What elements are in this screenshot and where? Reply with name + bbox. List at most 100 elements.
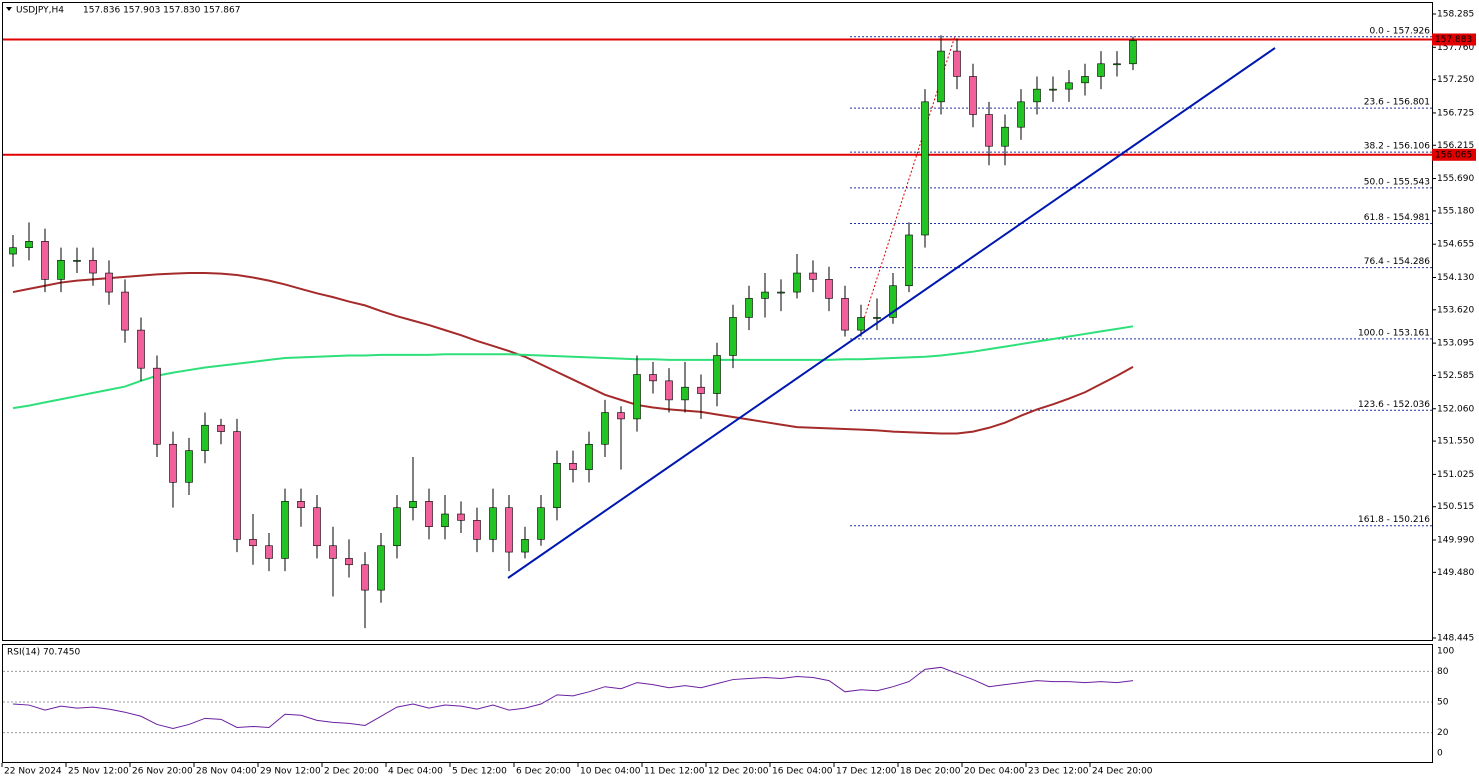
candle — [297, 488, 305, 527]
candle — [841, 285, 849, 337]
candle — [1097, 51, 1105, 90]
candle-body — [873, 317, 881, 319]
candle — [889, 273, 897, 324]
candle-body — [105, 272, 113, 293]
x-tick-label: 22 Nov 2024 — [4, 767, 62, 777]
y-tick-label: 155.690 — [1437, 174, 1474, 184]
candle — [1017, 89, 1025, 140]
candle-body — [1113, 63, 1121, 66]
candle-body — [521, 539, 529, 553]
y-tick-label: 154.655 — [1437, 240, 1474, 250]
candle — [681, 361, 689, 413]
candle — [937, 35, 945, 115]
x-tick-label: 11 Dec 12:00 — [644, 767, 705, 777]
price-level-box — [1432, 148, 1476, 161]
candle — [857, 304, 865, 337]
candle — [713, 342, 721, 407]
candle-body — [601, 412, 609, 445]
candle-body — [713, 355, 721, 394]
candle — [633, 355, 641, 432]
candle-body — [137, 329, 145, 369]
candle-body — [457, 513, 465, 521]
candle-body — [121, 291, 129, 331]
candle-body — [505, 507, 513, 553]
candle — [121, 279, 129, 343]
candle — [201, 412, 209, 464]
x-tick-label: 10 Dec 04:00 — [580, 767, 641, 777]
price-level-box — [1432, 33, 1476, 46]
y-tick-label: 156.215 — [1437, 141, 1474, 151]
candle-body — [265, 545, 273, 559]
fib-label: 76.4 - 154.286 — [1364, 257, 1430, 267]
y-tick-label: 151.025 — [1437, 470, 1474, 480]
x-tick-label: 28 Nov 04:00 — [196, 767, 257, 777]
candle — [873, 298, 881, 331]
candle — [169, 431, 177, 508]
y-tick-label: 153.620 — [1437, 305, 1474, 315]
candle-body — [409, 501, 417, 508]
candle — [761, 273, 769, 318]
y-tick-label: 151.550 — [1437, 437, 1474, 447]
candle-body — [761, 291, 769, 299]
candle — [457, 501, 465, 534]
candle-body — [217, 424, 225, 432]
candle — [1081, 63, 1089, 96]
rsi-tick-label: 50 — [1437, 698, 1449, 708]
candle-body — [1097, 63, 1105, 77]
candle — [649, 361, 657, 394]
fib-label: 161.8 - 150.216 — [1358, 515, 1430, 525]
x-tick-label: 5 Dec 12:00 — [452, 767, 507, 777]
candle-body — [25, 241, 33, 248]
candle — [265, 533, 273, 572]
y-tick-label: 152.060 — [1437, 404, 1474, 414]
moving-average — [12, 272, 1134, 435]
x-tick-label: 24 Dec 20:00 — [1092, 767, 1153, 777]
fib-label: 50.0 - 155.543 — [1364, 177, 1430, 187]
y-tick-label: 157.250 — [1437, 75, 1474, 85]
candle-body — [1017, 101, 1025, 128]
candle-body — [313, 507, 321, 547]
price-panel — [2, 2, 1433, 641]
candle-body — [89, 260, 97, 274]
candle-body — [153, 367, 161, 445]
candle — [41, 228, 49, 293]
candle — [57, 247, 65, 293]
candle — [1129, 36, 1137, 71]
candle-body — [697, 386, 705, 394]
candle — [985, 101, 993, 166]
candle — [185, 437, 193, 495]
candle-body — [185, 450, 193, 483]
candle-body — [489, 507, 497, 540]
rsi-panel — [2, 644, 1433, 763]
candle-body — [393, 507, 401, 547]
candle-body — [329, 545, 337, 559]
candle-body — [1033, 88, 1041, 103]
candle — [377, 533, 385, 603]
candle-body — [537, 507, 545, 540]
rsi-tick-label: 0 — [1437, 749, 1443, 759]
ohlc: 157.836 157.903 157.830 157.867 — [83, 6, 240, 16]
fib-label: 61.8 - 154.981 — [1364, 213, 1430, 223]
rsi-tick-label: 20 — [1437, 728, 1449, 738]
candle — [233, 418, 241, 553]
candle — [921, 89, 929, 248]
candle-body — [745, 298, 753, 318]
candle-body — [201, 424, 209, 451]
candle — [745, 285, 753, 331]
rsi-tick-label: 100 — [1437, 647, 1454, 657]
candle — [73, 247, 81, 274]
candle — [249, 514, 257, 565]
candle — [953, 38, 961, 90]
y-tick-label: 152.585 — [1437, 371, 1474, 381]
candle-body — [905, 234, 913, 287]
candle-body — [793, 272, 801, 293]
candle — [441, 495, 449, 540]
fib-label: 23.6 - 156.801 — [1364, 98, 1430, 108]
fib-label: 0.0 - 157.926 — [1370, 26, 1431, 36]
symbol: USDJPY,H4 — [16, 6, 64, 16]
candle-body — [9, 247, 17, 255]
candle-body — [953, 50, 961, 77]
x-tick-label: 23 Dec 12:00 — [1028, 767, 1089, 777]
candle-body — [777, 291, 785, 294]
